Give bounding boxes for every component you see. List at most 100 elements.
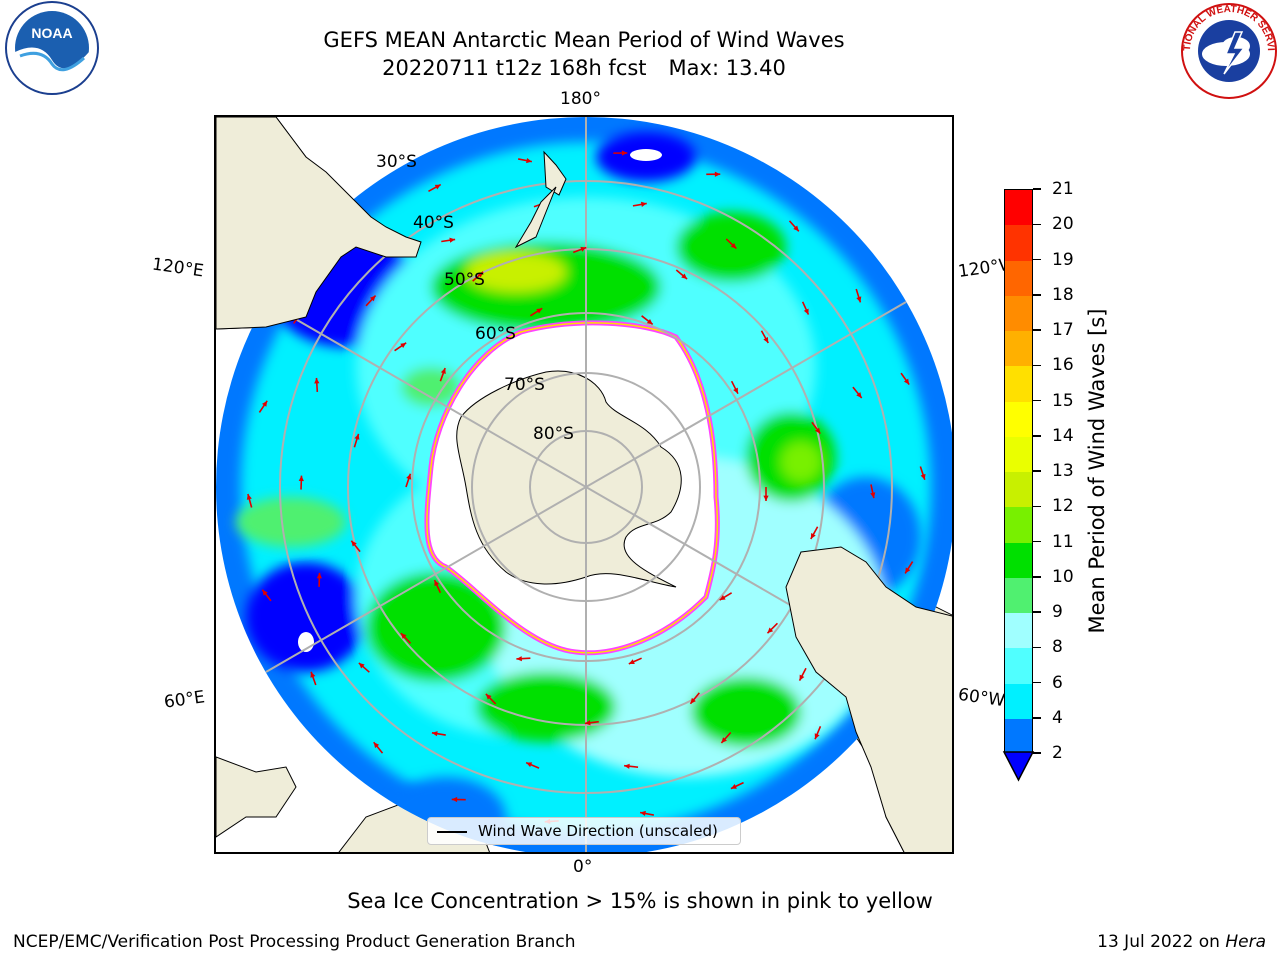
wave-arrow-head (767, 627, 774, 634)
wave-arrow-head (516, 656, 522, 662)
colorbar-segment (1005, 648, 1032, 685)
polar-map-canvas (216, 117, 952, 852)
colorbar-tick (1033, 540, 1041, 543)
colorbar-under-extension (1002, 751, 1035, 782)
wave-arrow-head (477, 271, 484, 278)
colorbar-tick (1033, 646, 1041, 648)
sea-ice-note: Sea Ice Concentration > 15% is shown in … (347, 889, 933, 913)
wave-arrow-head (316, 572, 322, 579)
colorbar-tick-label: 6 (1052, 672, 1063, 693)
colorbar-segment (1005, 366, 1032, 403)
wave-arrow-head (536, 308, 543, 314)
lat-label-50s: 50°S (444, 270, 485, 290)
colorbar-tick (1033, 681, 1041, 684)
colorbar-title: Mean Period of Wind Waves [s] (1085, 308, 1109, 634)
wave-arrow-head (526, 762, 533, 768)
wave-arrow-head (434, 184, 441, 190)
colorbar-tick (1033, 752, 1041, 754)
wave-arrow-head (763, 495, 769, 501)
colorbar-tick-label: 15 (1052, 390, 1074, 411)
wave-arrow-head (580, 246, 587, 252)
wave-arrow-head (434, 580, 440, 587)
wave-arrow-head (373, 742, 380, 749)
svg-text:NOAA: NOAA (31, 25, 72, 41)
wave-arrow-head (400, 633, 407, 639)
wave-arrow-head (870, 492, 876, 499)
colorbar-tick (1033, 188, 1041, 190)
wave-arrow-head (810, 533, 816, 539)
wave-arrow-head (449, 237, 456, 243)
wind-wave-arrows (246, 150, 926, 825)
wave-arrow-head (431, 731, 438, 737)
lat-label-70s: 70°S (504, 375, 545, 395)
chart-title: GEFS MEAN Antarctic Mean Period of Wind … (323, 28, 845, 52)
colorbar-tick-label: 10 (1052, 566, 1074, 587)
wave-arrow-head (310, 671, 316, 678)
wave-arrow-head (803, 308, 809, 315)
legend-line-swatch (437, 831, 467, 833)
wave-arrow-head (640, 810, 646, 817)
wave-arrow-head (814, 733, 820, 740)
colorbar-tick (1033, 435, 1041, 437)
legend-label: Wind Wave Direction (unscaled) (478, 822, 718, 840)
colorbar-tick-label: 21 (1052, 179, 1074, 199)
wave-arrow-head (905, 567, 911, 574)
lat-label-60s: 60°S (475, 324, 516, 344)
footer-credit: NCEP/EMC/Verification Post Processing Pr… (13, 932, 576, 952)
wave-arrow-head (624, 763, 630, 769)
colorbar-tick-label: 14 (1052, 425, 1074, 446)
lon-label-120e: 120°E (150, 254, 205, 282)
footer-date: 13 Jul 2022 on Hera (1097, 932, 1266, 952)
colorbar-tick-label: 11 (1052, 531, 1074, 552)
wave-arrow-head (400, 342, 407, 349)
noaa-logo: NOAA (0, 0, 104, 100)
lon-label-180: 180° (560, 89, 601, 109)
wave-arrow-head (628, 659, 635, 665)
footer-date-text: 13 Jul 2022 on (1097, 932, 1226, 952)
colorbar-segment (1005, 401, 1032, 438)
chart-subtitle: 20220711 t12z 168h fcst Max: 13.40 (214, 54, 954, 82)
colorbar-tick (1033, 329, 1041, 331)
colorbar-tick-label: 19 (1052, 249, 1074, 270)
wave-arrow-head (814, 427, 821, 434)
footer-host: Hera (1225, 932, 1266, 952)
nws-logo: NATIONAL WEATHER SERVICE (1176, 0, 1278, 100)
wave-arrow-head (298, 475, 304, 482)
colorbar-segment (1005, 225, 1032, 262)
colorbar-tick (1033, 576, 1041, 578)
colorbar-tick (1033, 294, 1041, 296)
wave-arrow-head (640, 201, 647, 207)
lon-label-0: 0° (573, 857, 593, 877)
wave-arrow-head (681, 273, 688, 280)
lat-label-80s: 80°S (533, 424, 574, 444)
wave-arrow-head (719, 595, 726, 601)
colorbar-segment (1005, 472, 1032, 509)
map-legend: Wind Wave Direction (unscaled) (427, 817, 741, 845)
colorbar-tick-label: 12 (1052, 496, 1074, 517)
colorbar-tick (1033, 611, 1041, 613)
wave-arrow-head (440, 368, 446, 375)
colorbar-segment (1005, 613, 1032, 650)
wave-arrow-head (262, 400, 268, 407)
colorbar-tick (1033, 258, 1041, 261)
lon-label-60w: 60°W (956, 684, 1007, 712)
wave-arrow-head (793, 225, 799, 232)
colorbar-segment (1005, 331, 1032, 368)
wave-arrow-head (690, 697, 696, 704)
wave-arrow-head (526, 158, 532, 164)
colorbar-tick-label: 8 (1052, 637, 1063, 658)
wave-arrow-head (262, 589, 268, 596)
colorbar-segment (1005, 577, 1032, 614)
colorbar-tick (1033, 717, 1041, 719)
wave-arrow-head (856, 392, 862, 399)
forecast-datetime: 20220711 t12z 168h fcst (382, 56, 647, 80)
colorbar-tick (1033, 399, 1041, 402)
colorbar-tick-label: 4 (1052, 707, 1063, 728)
wave-arrow-head (314, 377, 320, 384)
colorbar-segment (1005, 190, 1032, 227)
colorbar-tick-label: 20 (1052, 214, 1074, 235)
lon-label-60e: 60°E (162, 687, 207, 713)
wave-arrow-head (920, 473, 926, 480)
colorbar-segment (1005, 436, 1032, 473)
colorbar-segment (1005, 542, 1032, 579)
